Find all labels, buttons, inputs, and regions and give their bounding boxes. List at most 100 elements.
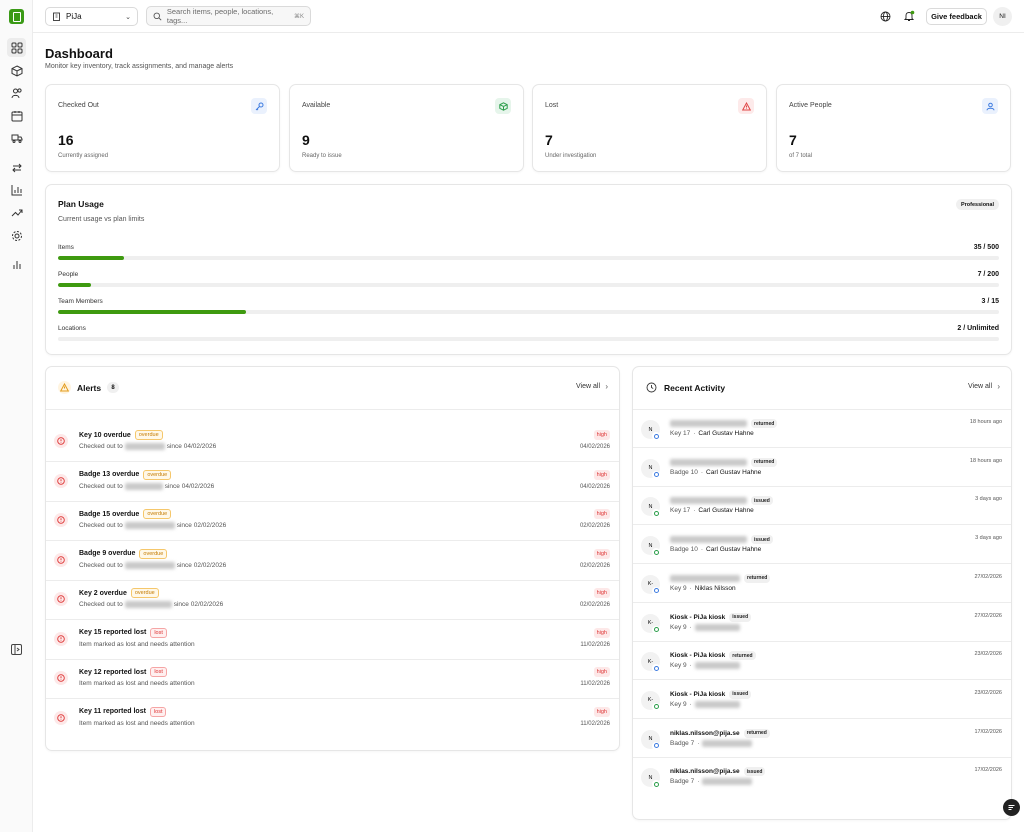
activity-header: Recent Activity View all ›: [633, 367, 1011, 410]
activity-item: Key 9: [670, 584, 687, 592]
usage-fill: [58, 310, 247, 314]
alert-row[interactable]: Key 15 reported lost lost Item marked as l…: [46, 620, 619, 660]
activity-item: Key 9: [670, 662, 687, 670]
chat-icon[interactable]: [1003, 799, 1020, 816]
bar-chart-icon[interactable]: [7, 180, 26, 199]
usage-value: 2 / Unlimited: [957, 325, 999, 332]
priority-badge: high: [593, 509, 610, 519]
action-type-icon: [652, 432, 660, 440]
priority-badge: high: [593, 548, 610, 559]
alert-row[interactable]: Key 2 overdue overdue Checked out to since …: [46, 580, 619, 620]
alert-row[interactable]: Badge 9 overdue overdue Checked out to sinc…: [46, 541, 619, 581]
activity-item: Key 9: [670, 623, 687, 631]
alert-circle-icon: [54, 631, 68, 646]
priority-badge: high: [593, 588, 610, 598]
activity-actor: Kiosk - PiJa kiosk: [670, 690, 726, 698]
plan-title: Plan Usage: [58, 199, 104, 209]
avatar: N: [641, 536, 660, 557]
alerts-view-all-link[interactable]: View all: [576, 383, 600, 390]
alert-type-badge: overdue: [130, 588, 159, 598]
workspace-selector[interactable]: PiJa ⌄: [45, 7, 138, 26]
activity-person: Carl Gustav Hahne: [706, 546, 762, 554]
give-feedback-button[interactable]: Give feedback: [926, 8, 987, 25]
priority-badge: high: [593, 706, 610, 717]
activity-time: 18 hours ago: [969, 457, 1002, 464]
activity-item: Badge 10: [670, 468, 698, 476]
usage-label: Team Members: [58, 298, 103, 305]
alert-date: 04/02/2026: [579, 444, 610, 450]
truck-icon[interactable]: [7, 128, 26, 147]
search-shortcut: ⌘K: [293, 13, 304, 20]
page-subtitle: Monitor key inventory, track assignments…: [45, 63, 234, 70]
alert-row[interactable]: Key 12 reported lost lost Item marked as l…: [46, 659, 619, 699]
sidebar: [0, 0, 33, 832]
activity-item: Key 17: [670, 430, 691, 437]
people-icon[interactable]: [7, 83, 26, 102]
alert-detail: Item marked as lost and needs attention: [79, 640, 195, 648]
alert-row[interactable]: Badge 13 overdue overdue Checked out to sin…: [46, 462, 619, 502]
chevron-right-icon[interactable]: ›: [605, 382, 608, 391]
activity-row[interactable]: K-returned Key 9 · Niklas Nilsson 27/02/2026: [633, 565, 1011, 603]
alert-type-badge: overdue: [139, 548, 168, 559]
redacted-person: [694, 700, 740, 708]
calendar-icon[interactable]: [7, 106, 26, 125]
activity-time: 27/02/2026: [974, 573, 1002, 580]
activity-time: 3 days ago: [975, 535, 1002, 542]
settings-icon[interactable]: [7, 226, 26, 245]
activity-item: Badge 7: [670, 739, 695, 747]
activity-time: 17/02/2026: [974, 767, 1002, 774]
chevron-right-icon[interactable]: ›: [997, 382, 1000, 391]
search-input[interactable]: Search items, people, locations, tags...…: [146, 6, 311, 26]
alert-detail: Checked out to: [79, 482, 123, 490]
alert-type-badge: overdue: [134, 430, 163, 440]
building-icon: [53, 12, 60, 21]
action-tag: issued: [751, 496, 773, 506]
reports-icon[interactable]: [7, 255, 26, 274]
alert-detail: Checked out to: [79, 561, 123, 569]
topbar: PiJa ⌄ Search items, people, locations, …: [33, 0, 1024, 33]
action-type-icon: [652, 664, 660, 673]
transfer-icon[interactable]: [7, 158, 26, 177]
redacted-actor: [670, 497, 747, 505]
sidebar-collapse-icon[interactable]: [11, 644, 22, 655]
activity-row[interactable]: K- Kiosk - PiJa kiosk issued Key 9 · 23/02/20…: [633, 681, 1011, 719]
user-avatar[interactable]: NI: [993, 7, 1012, 26]
trend-icon[interactable]: [7, 203, 26, 222]
alert-detail-suffix: since 02/02/2026: [176, 561, 227, 569]
avatar: K-: [641, 690, 660, 711]
alert-title: Key 2 overdue: [79, 589, 127, 597]
alert-detail-suffix: since 04/02/2026: [164, 482, 215, 490]
activity-row[interactable]: K- Kiosk - PiJa kiosk issued Key 9 · 27/02/20…: [633, 604, 1011, 642]
globe-icon[interactable]: [878, 9, 892, 23]
alert-date: 02/02/2026: [579, 523, 610, 529]
activity-person: Niklas Nilsson: [694, 584, 736, 592]
stat-label: Active People: [789, 102, 832, 109]
alert-row[interactable]: Key 10 overdue overdue Checked out to since…: [46, 422, 619, 462]
alert-type-badge: overdue: [143, 509, 172, 519]
avatar: K-: [641, 613, 660, 634]
alert-date: 11/02/2026: [580, 641, 610, 648]
alert-row[interactable]: Badge 15 overdue overdue Checked out to sin…: [46, 501, 619, 541]
priority-badge: high: [593, 627, 610, 638]
activity-person: Carl Gustav Hahne: [698, 430, 754, 437]
usage-track: [58, 283, 999, 287]
activity-person: Carl Gustav Hahne: [698, 507, 754, 515]
activity-view-all-link[interactable]: View all: [968, 383, 992, 390]
dashboard-icon[interactable]: [7, 38, 26, 57]
avatar: N: [641, 497, 660, 518]
action-tag: issued: [729, 689, 752, 699]
alert-row[interactable]: Key 11 reported lost lost Item marked as l…: [46, 699, 619, 739]
alert-title: Badge 15 overdue: [79, 510, 140, 518]
action-tag: returned: [751, 457, 778, 467]
app-logo[interactable]: [9, 9, 24, 24]
box-icon[interactable]: [7, 61, 26, 80]
activity-row[interactable]: K- Kiosk - PiJa kiosk returned Key 9 · 23/02/…: [633, 642, 1011, 681]
bell-icon[interactable]: [902, 9, 916, 23]
alert-circle-icon: [54, 710, 68, 725]
